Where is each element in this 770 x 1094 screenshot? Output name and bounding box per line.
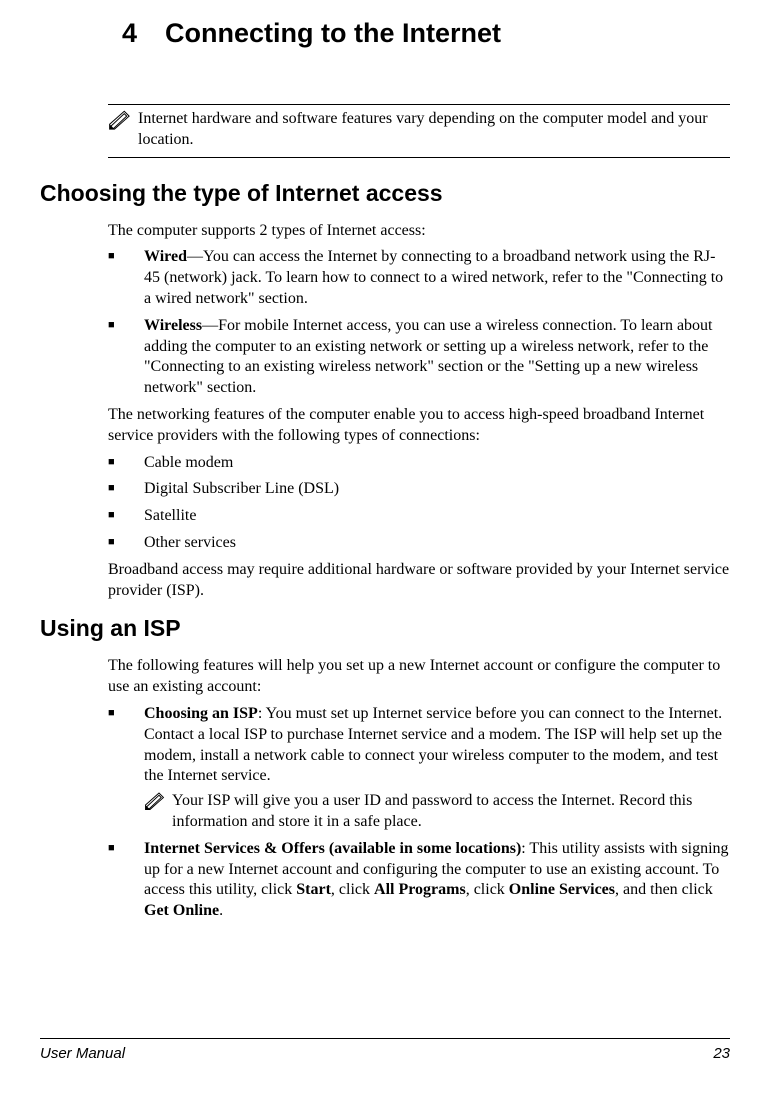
- list-item: Wired—You can access the Internet by con…: [108, 247, 730, 309]
- mid-paragraph: The networking features of the computer …: [108, 405, 730, 447]
- bullet-lead: Choosing an ISP: [144, 705, 258, 722]
- list-item: Other services: [108, 533, 730, 554]
- bullet-lead: Internet Services & Offers: [144, 840, 325, 857]
- footer-doc-title: User Manual: [40, 1045, 125, 1062]
- bullet-lead: Wireless: [144, 317, 202, 334]
- bullet-text: Other services: [144, 534, 236, 551]
- note-box: Internet hardware and software features …: [108, 104, 730, 158]
- list-item: Cable modem: [108, 453, 730, 474]
- chapter-name: Connecting to the Internet: [165, 18, 501, 48]
- pencil-icon: [144, 792, 168, 812]
- list-item: Satellite: [108, 506, 730, 527]
- connection-types-list: Cable modem Digital Subscriber Line (DSL…: [108, 453, 730, 554]
- list-item: Digital Subscriber Line (DSL): [108, 479, 730, 500]
- bullet-text: Satellite: [144, 507, 196, 524]
- note-text: Internet hardware and software features …: [138, 109, 730, 151]
- chapter-title: 4 Connecting to the Internet: [40, 18, 730, 49]
- bullet-text: Cable modem: [144, 454, 233, 471]
- inner-note: Your ISP will give you a user ID and pas…: [144, 791, 730, 833]
- section-heading-isp: Using an ISP: [40, 615, 730, 642]
- bullet-text: Digital Subscriber Line (DSL): [144, 480, 339, 497]
- ui-ref: Get Online: [144, 902, 219, 919]
- bullet-text: —For mobile Internet access, you can use…: [144, 317, 713, 396]
- page-footer: User Manual 23: [40, 1038, 730, 1062]
- isp-features-list: Choosing an ISP: You must set up Interne…: [108, 704, 730, 922]
- ui-ref: Online Services: [509, 881, 615, 898]
- list-item: Choosing an ISP: You must set up Interne…: [108, 704, 730, 833]
- bullet-text: —You can access the Internet by connecti…: [144, 248, 723, 307]
- bullet-paren: (available in some locations): [325, 840, 521, 857]
- ui-ref: All Programs: [374, 881, 466, 898]
- list-item: Wireless—For mobile Internet access, you…: [108, 316, 730, 399]
- list-item: Internet Services & Offers (available in…: [108, 839, 730, 922]
- access-types-list: Wired—You can access the Internet by con…: [108, 247, 730, 399]
- end-paragraph: Broadband access may require additional …: [108, 560, 730, 602]
- footer-page-number: 23: [713, 1045, 730, 1062]
- section-heading-access: Choosing the type of Internet access: [40, 180, 730, 207]
- chapter-number: 4: [122, 18, 137, 49]
- bullet-lead: Wired: [144, 248, 187, 265]
- isp-intro: The following features will help you set…: [108, 656, 730, 698]
- ui-ref: Start: [296, 881, 331, 898]
- pencil-icon: [108, 110, 134, 132]
- inner-note-text: Your ISP will give you a user ID and pas…: [172, 791, 730, 833]
- intro-text: The computer supports 2 types of Interne…: [108, 221, 730, 242]
